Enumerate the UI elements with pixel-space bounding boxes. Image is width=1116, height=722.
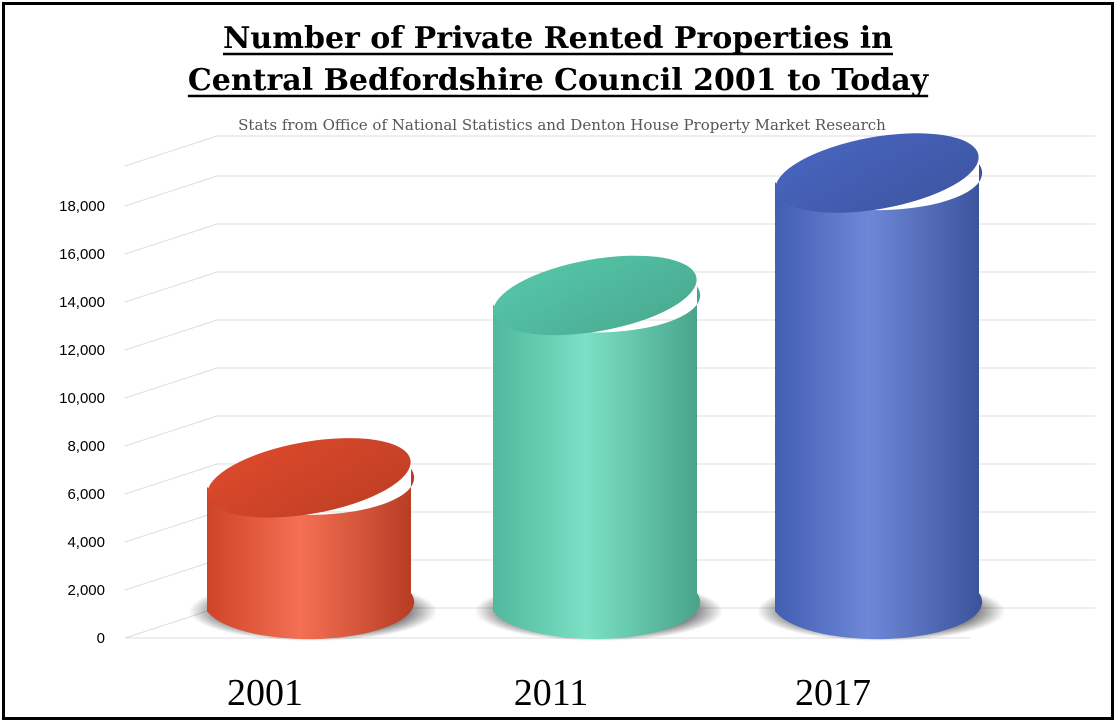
y-tick-label: 0 xyxy=(97,630,105,647)
y-tick-label: 16,000 xyxy=(59,246,105,263)
bar-2011 xyxy=(475,255,723,641)
y-tick-label: 12,000 xyxy=(59,342,105,359)
y-axis-ticks: 0 2,000 4,000 6,000 8,000 10,000 12,000 14,000 1… xyxy=(59,198,105,647)
bar-2017 xyxy=(757,133,1005,641)
y-tick-label: 8,000 xyxy=(67,438,105,455)
y-tick-label: 4,000 xyxy=(67,534,105,551)
chart-title-line-1: Number of Private Rented Properties in xyxy=(223,21,893,56)
x-axis-ticks: 2001 2011 2017 xyxy=(227,672,871,714)
bar-top xyxy=(493,255,697,336)
bar-2001 xyxy=(189,438,437,641)
y-tick-label: 14,000 xyxy=(59,294,105,311)
bar-top xyxy=(775,133,979,213)
x-tick-label: 2017 xyxy=(795,672,871,714)
bar-body xyxy=(493,286,701,640)
gridline-top xyxy=(124,135,1095,167)
x-tick-label: 2011 xyxy=(514,672,589,714)
bars xyxy=(189,133,1005,641)
chart-title-line-2: Central Bedfordshire Council 2001 to Tod… xyxy=(188,63,930,98)
chart-svg: Number of Private Rented Properties in Ce… xyxy=(59,21,1095,714)
x-tick-label: 2001 xyxy=(227,672,303,714)
y-tick-label: 18,000 xyxy=(59,198,105,215)
y-tick-label: 6,000 xyxy=(67,486,105,503)
y-tick-label: 10,000 xyxy=(59,390,105,407)
y-tick-label: 2,000 xyxy=(67,582,105,599)
chart-subtitle: Stats from Office of National Statistics… xyxy=(238,116,886,134)
bar-top xyxy=(207,438,411,518)
chart-title: Number of Private Rented Properties in Ce… xyxy=(187,21,930,98)
bar-body xyxy=(775,164,983,640)
